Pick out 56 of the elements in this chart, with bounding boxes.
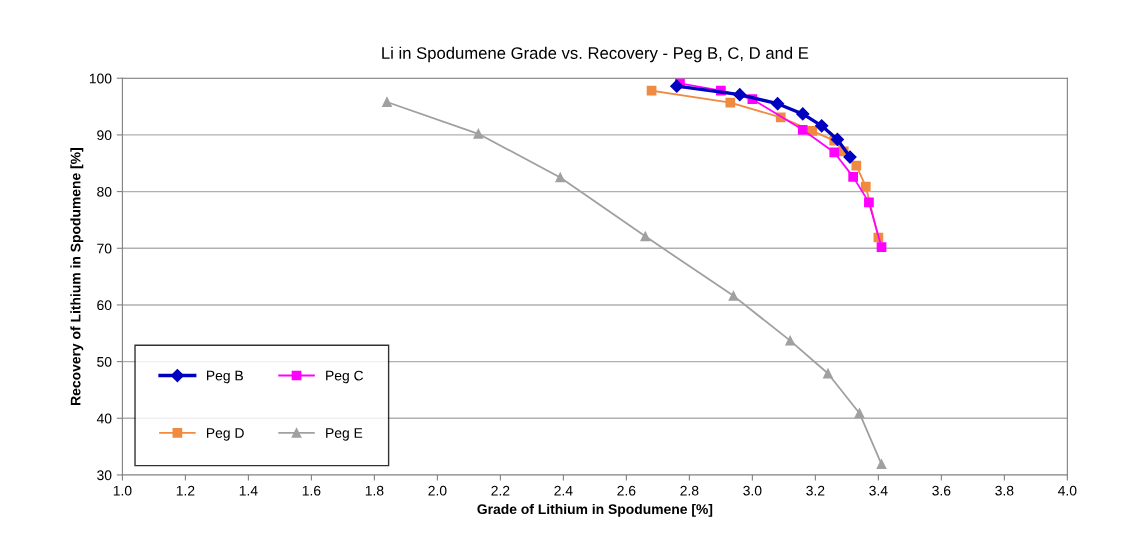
point [725, 97, 736, 108]
x-tick-label: 2.8 [680, 485, 699, 496]
point [670, 79, 684, 93]
y-axis-title: Recovery of Lithium in Spodumene [%] [70, 148, 84, 405]
x-tick-label: 2.4 [554, 485, 573, 496]
point [815, 119, 829, 133]
point [860, 181, 871, 192]
point [876, 242, 887, 252]
x-tick-label: 3.2 [806, 485, 825, 496]
point [851, 160, 862, 171]
point [796, 107, 810, 121]
y-tick-label: 90 [97, 130, 112, 141]
x-tick-label: 3.8 [995, 485, 1014, 496]
x-tick-label: 3.6 [932, 485, 951, 496]
x-tick-label: 1.0 [113, 485, 132, 496]
y-tick-label: 70 [97, 243, 112, 254]
point [854, 408, 865, 419]
point [555, 172, 566, 183]
legend-label: Peg E [326, 428, 363, 441]
y-tick-label: 60 [97, 300, 112, 311]
point [640, 231, 651, 242]
y-tick-label: 50 [97, 356, 112, 367]
x-axis-title: Grade of Lithium in Spodumene [%] [477, 503, 713, 517]
point [733, 88, 747, 102]
point [646, 85, 657, 96]
point [770, 97, 785, 111]
point [823, 368, 833, 379]
point [473, 128, 484, 139]
point [785, 335, 796, 346]
legend-label: Peg C [326, 370, 364, 384]
x-tick-label: 3.0 [743, 485, 762, 496]
y-tick-label: 100 [89, 73, 112, 84]
x-tick-label: 2.6 [617, 485, 636, 496]
x-tick-label: 2.0 [428, 485, 447, 496]
point [876, 459, 887, 470]
y-tick-label: 40 [96, 413, 112, 424]
chart-title: Li in Spodumene Grade vs. Recovery - Peg B, C, D and E [382, 46, 809, 63]
y-tick-label: 30 [97, 470, 112, 481]
point [382, 97, 392, 107]
point [829, 147, 840, 158]
point [848, 171, 859, 182]
legend-label: Peg D [206, 428, 244, 441]
point [797, 124, 808, 135]
x-tick-label: 2.2 [491, 485, 510, 496]
x-tick-label: 1.4 [239, 485, 258, 496]
x-tick-label: 4.0 [1058, 485, 1077, 496]
legend-label: Peg B [206, 370, 243, 384]
x-tick-label: 1.8 [365, 485, 384, 496]
x-tick-label: 1.2 [176, 485, 195, 496]
x-tick-label: 3.4 [869, 485, 888, 496]
point [830, 132, 845, 147]
y-tick-label: 80 [97, 186, 112, 197]
point [728, 291, 739, 301]
x-tick-label: 1.6 [302, 485, 321, 496]
point [843, 150, 857, 164]
point [864, 197, 874, 208]
